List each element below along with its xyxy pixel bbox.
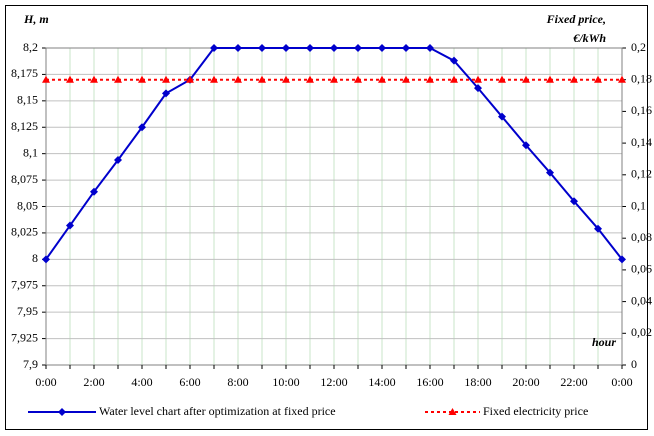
y-tick-label: 8,2 <box>23 40 38 54</box>
marker <box>474 75 482 83</box>
y-tick-label: 7,95 <box>17 304 38 318</box>
marker <box>162 89 170 98</box>
marker <box>90 75 98 83</box>
y-tick-label: 8,175 <box>11 66 38 80</box>
x-axis-label: hour <box>592 335 616 349</box>
marker <box>234 44 242 52</box>
marker <box>66 221 74 230</box>
marker <box>498 112 506 121</box>
marker <box>258 44 266 52</box>
marker <box>210 44 218 52</box>
x-tick-label: 22:00 <box>560 375 587 389</box>
marker <box>42 255 50 264</box>
x-tick-label: 0:00 <box>35 375 56 389</box>
marker <box>330 75 338 83</box>
marker <box>306 75 314 83</box>
legend-label: Fixed electricity price <box>483 404 588 418</box>
marker <box>426 75 434 83</box>
marker <box>474 84 482 93</box>
marker <box>378 75 386 83</box>
marker <box>450 56 458 65</box>
x-tick-label: 8:00 <box>227 375 248 389</box>
y-tick-label: 8,075 <box>11 172 38 186</box>
marker <box>186 75 194 83</box>
y2-axis-label: €/kWh <box>572 31 606 45</box>
x-tick-label: 16:00 <box>416 375 443 389</box>
y-tick-label: 7,925 <box>11 330 38 344</box>
y2-tick-label: 0,12 <box>631 167 652 181</box>
marker <box>450 75 458 83</box>
y2-tick-label: 0,02 <box>631 325 652 339</box>
marker <box>402 44 410 52</box>
y2-tick-label: 0,1 <box>631 198 646 212</box>
y2-tick-label: 0,2 <box>631 40 646 54</box>
y-tick-label: 7,975 <box>11 278 38 292</box>
marker <box>570 197 578 206</box>
x-tick-label: 4:00 <box>131 375 152 389</box>
marker <box>354 44 362 52</box>
marker <box>138 123 146 132</box>
marker <box>258 75 266 83</box>
y-axis-label: H, m <box>23 12 49 26</box>
marker <box>448 408 457 415</box>
y2-tick-label: 0,14 <box>631 135 652 149</box>
marker <box>594 224 602 233</box>
x-tick-label: 6:00 <box>179 375 200 389</box>
marker <box>66 75 74 83</box>
marker <box>378 44 386 52</box>
y-tick-label: 8,1 <box>23 145 38 159</box>
marker <box>618 75 626 83</box>
marker <box>306 44 314 52</box>
y-tick-label: 8,125 <box>11 119 38 133</box>
y2-tick-label: 0,16 <box>631 103 652 117</box>
marker <box>546 168 554 177</box>
chart-frame <box>5 5 648 430</box>
legend-label: Water level chart after optimization at … <box>99 404 336 418</box>
marker <box>282 44 290 52</box>
marker <box>114 75 122 83</box>
marker <box>58 408 66 416</box>
x-tick-label: 2:00 <box>83 375 104 389</box>
y-tick-label: 8 <box>32 251 38 265</box>
y-tick-label: 8,05 <box>17 198 38 212</box>
y2-tick-label: 0,18 <box>631 71 652 85</box>
marker <box>498 75 506 83</box>
y2-tick-label: 0,06 <box>631 262 652 276</box>
x-tick-label: 0:00 <box>611 375 632 389</box>
marker <box>90 187 98 196</box>
marker <box>522 75 530 83</box>
marker <box>42 75 50 83</box>
marker <box>522 141 530 150</box>
marker <box>210 75 218 83</box>
marker <box>138 75 146 83</box>
x-tick-label: 18:00 <box>464 375 491 389</box>
x-tick-label: 12:00 <box>320 375 347 389</box>
x-tick-label: 20:00 <box>512 375 539 389</box>
marker <box>570 75 578 83</box>
x-tick-label: 10:00 <box>272 375 299 389</box>
marker <box>594 75 602 83</box>
marker <box>354 75 362 83</box>
y-tick-label: 8,15 <box>17 93 38 107</box>
marker <box>402 75 410 83</box>
y-tick-label: 8,025 <box>11 225 38 239</box>
y2-axis-label: Fixed price, <box>546 12 606 26</box>
marker <box>618 255 626 264</box>
marker <box>162 75 170 83</box>
y2-tick-label: 0,08 <box>631 230 652 244</box>
marker <box>282 75 290 83</box>
y-tick-label: 7,9 <box>23 357 38 371</box>
y2-tick-label: 0 <box>631 357 637 371</box>
marker <box>114 156 122 165</box>
marker <box>234 75 242 83</box>
x-tick-label: 14:00 <box>368 375 395 389</box>
marker <box>546 75 554 83</box>
y2-tick-label: 0,04 <box>631 293 652 307</box>
marker <box>330 44 338 52</box>
marker <box>426 44 434 52</box>
